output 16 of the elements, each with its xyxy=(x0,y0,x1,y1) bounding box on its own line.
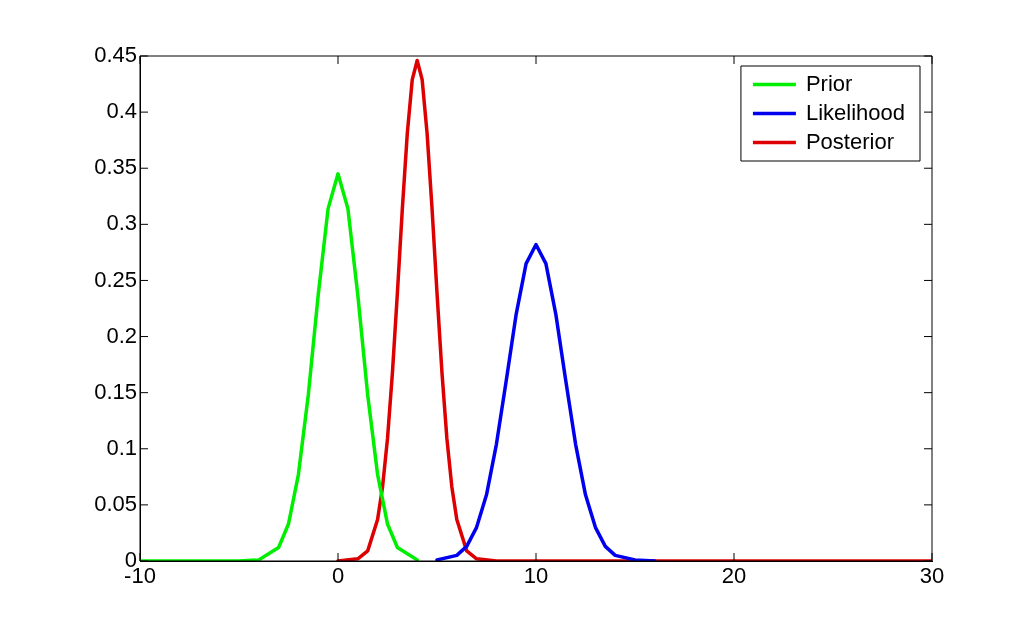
y-tick-label: 0.2 xyxy=(106,322,137,348)
y-tick-label: 0.15 xyxy=(94,378,137,404)
y-tick-label: 0.4 xyxy=(106,98,137,124)
y-tick-label: 0.3 xyxy=(106,210,137,236)
y-tick-label: 0.05 xyxy=(94,490,137,516)
legend-label: Prior xyxy=(805,70,853,96)
x-tick-label: 0 xyxy=(331,563,345,589)
y-tick-label: 0.25 xyxy=(94,266,137,292)
x-tick-label: 10 xyxy=(523,563,549,589)
y-tick-label: 0.45 xyxy=(94,42,137,68)
x-tick-label: 30 xyxy=(919,563,945,589)
legend-label: Likelihood xyxy=(805,99,905,125)
y-tick-label: 0.1 xyxy=(106,434,137,460)
x-tick-label: 20 xyxy=(721,563,747,589)
y-tick-label: 0.35 xyxy=(94,154,137,180)
legend-label: Posterior xyxy=(805,128,894,154)
